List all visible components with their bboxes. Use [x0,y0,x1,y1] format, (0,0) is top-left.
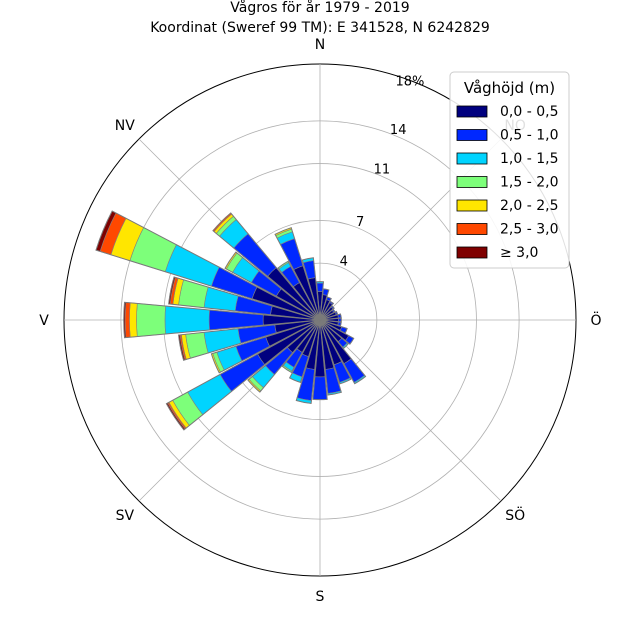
sector-bar-outline [95,210,321,321]
sector-bar-outline [319,305,335,321]
legend-entry-label: ≥ 3,0 [500,245,538,261]
sector-bar-outline [301,257,321,321]
direction-label: SÖ [505,506,525,524]
legend-entry-label: 1,0 - 1,5 [500,151,558,167]
sector-bar-outline [212,212,321,321]
sector-bar-outline [247,319,321,393]
direction-label: N [315,37,325,53]
radial-tick-label: 7 [356,215,364,230]
direction-label: NV [115,118,135,134]
radial-max-label: 18% [396,74,425,89]
sector-bar-outline [210,319,321,374]
legend-entry-label: 2,0 - 2,5 [500,198,558,214]
sector-bar-outline [319,319,367,385]
sector-bar-outline [319,319,352,385]
sector-bar-outline [319,296,332,321]
chart-subtitle: Koordinat (Sweref 99 TM): E 341528, N 62… [150,20,490,36]
grid-spoke [319,319,502,502]
sector-bar-outline [319,319,342,396]
legend-swatch [456,199,488,212]
radial-tick-label: 4 [340,254,348,269]
legend-entry-label: 0,5 - 1,0 [500,128,558,144]
legend-box [449,71,570,269]
direction-label: S [316,589,325,605]
sector-bar-segment [164,305,210,335]
sector-bar-outline [277,260,321,321]
sector-bar-outline [315,281,325,321]
legend-swatch [456,105,488,118]
legend-entry-label: 0,0 - 0,5 [500,104,558,120]
legend-title: Våghöjd (m) [464,79,555,97]
legend-entry-label: 2,5 - 3,0 [500,222,558,238]
direction-label: V [39,313,49,329]
sector-bar-outline [319,288,330,321]
legend-swatch [456,152,488,165]
direction-label: Ö [590,311,601,329]
legend: Våghöjd (m) 0,0 - 0,5 0,5 - 1,0 1,0 - 1,5 1,… [449,71,570,269]
legend-swatch [456,129,488,141]
sector-bar-outline [168,276,321,321]
sector-bar-segment [129,302,138,338]
chart-title: Vågros för år 1979 - 2019 [230,0,409,16]
legend-entry-label: 1,5 - 2,0 [500,175,558,191]
sector-bar-outline [281,319,321,374]
legend-swatch [456,176,488,188]
sector-bar-outline [165,319,321,431]
sector-bar-outline [319,319,350,350]
legend-swatch [456,246,488,259]
sector-bar-segment [124,302,131,338]
sector-bar-outline [178,319,321,361]
radial-tick-label: 14 [390,123,407,138]
radial-tick-label: 11 [374,162,391,177]
sector-bar-outline [224,251,321,321]
sector-bar-outline [319,319,355,345]
sector-bars [95,210,367,431]
sector-bar-outline [319,300,335,321]
sector-bar-outline [312,319,328,401]
sector-bar-outline [123,301,321,339]
sector-bar-outline [274,227,321,321]
sector-bar-outline [288,319,321,384]
legend-swatch [456,223,488,235]
sector-bar-segment [136,303,166,337]
direction-label: SV [116,508,135,524]
radial-labels: 4 7 11 14 18% [340,74,425,269]
sector-bar-outline [295,319,321,404]
